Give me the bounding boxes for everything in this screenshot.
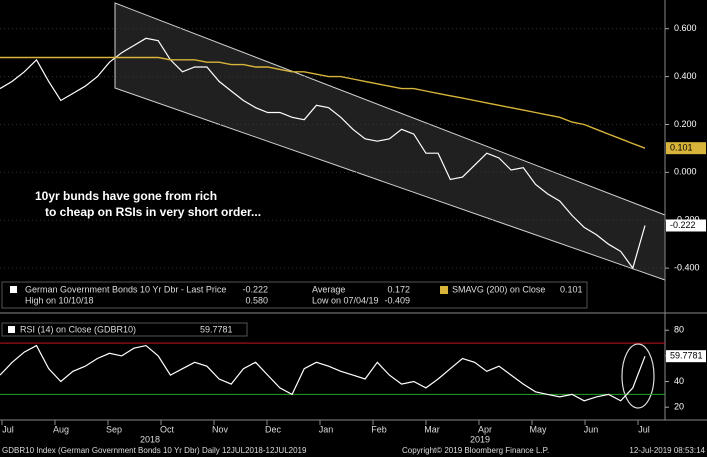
x-tick-label: Mar bbox=[424, 424, 440, 434]
y-tick-label: 0.600 bbox=[674, 23, 697, 33]
legend: German Government Bonds 10 Yr Dbr - Last… bbox=[1, 281, 588, 309]
last-value-label: 0.101 bbox=[670, 143, 693, 153]
x-tick-label: Oct bbox=[160, 424, 175, 434]
legend-label: German Government Bonds 10 Yr Dbr - Last… bbox=[25, 284, 226, 294]
x-tick-label: Sep bbox=[106, 424, 122, 434]
legend-box bbox=[1, 281, 588, 309]
x-tick-label: Jul bbox=[2, 424, 14, 434]
series-line bbox=[0, 56, 646, 149]
legend-label: Low on 07/04/19 bbox=[312, 295, 379, 305]
legend-label: SMAVG (200) on Close bbox=[452, 284, 545, 294]
legend-label: Average bbox=[312, 284, 345, 294]
last-value-box bbox=[666, 219, 706, 232]
footer-text: Copyright© 2019 Bloomberg Finance L.P. bbox=[402, 446, 549, 455]
series-line bbox=[0, 37, 646, 270]
y-tick-label: 80 bbox=[674, 325, 684, 335]
legend-value: -0.409 bbox=[384, 295, 410, 305]
x-tick-label: Apr bbox=[478, 424, 492, 434]
x-tick-label: Dec bbox=[265, 424, 282, 434]
legend-value: 0.101 bbox=[560, 284, 583, 294]
legend-swatch bbox=[440, 286, 448, 294]
footer-text: 12-Jul-2019 08:53:14 bbox=[629, 446, 705, 455]
series-line bbox=[0, 344, 646, 402]
x-tick-label: Nov bbox=[212, 424, 229, 434]
x-tick-label: Feb bbox=[371, 424, 387, 434]
last-value-box bbox=[666, 142, 706, 155]
y-tick-label: 0.200 bbox=[674, 119, 697, 129]
x-tick-label: Jun bbox=[584, 424, 599, 434]
legend-value: 0.580 bbox=[245, 295, 268, 305]
x-tick-label: Aug bbox=[53, 424, 69, 434]
x-tick-label: Jul bbox=[638, 424, 650, 434]
y-tick-label: -0.400 bbox=[674, 262, 700, 272]
x-tick-label: May bbox=[529, 424, 547, 434]
last-value-label: 59.7781 bbox=[670, 351, 703, 361]
legend-label: High on 10/10/18 bbox=[25, 295, 94, 305]
annotation: to cheap on RSIs in very short order... bbox=[45, 205, 261, 219]
year-label: 2019 bbox=[470, 434, 490, 444]
footer-text: GDBR10 Index (German Government Bonds 10… bbox=[2, 446, 307, 455]
legend-value: 59.7781 bbox=[200, 324, 233, 334]
legend-label: RSI (14) on Close (GDBR10) bbox=[20, 324, 136, 334]
y-tick-label: 40 bbox=[674, 376, 684, 386]
y-tick-label: 20 bbox=[674, 402, 684, 412]
legend-swatch bbox=[10, 286, 17, 293]
highlight-ellipse bbox=[621, 343, 655, 409]
y-tick-label: 0.400 bbox=[674, 71, 697, 81]
x-tick-label: Jan bbox=[319, 424, 334, 434]
legend-value: 0.172 bbox=[387, 284, 410, 294]
legend-swatch bbox=[8, 326, 15, 333]
year-label: 2018 bbox=[140, 434, 160, 444]
legend-box bbox=[1, 322, 248, 337]
legend-value: -0.222 bbox=[242, 284, 268, 294]
annotation: 10yr bunds have gone from rich bbox=[35, 189, 217, 203]
last-value-box bbox=[666, 350, 706, 363]
last-value-label: -0.222 bbox=[670, 220, 696, 230]
y-tick-label: 0.000 bbox=[674, 167, 697, 177]
